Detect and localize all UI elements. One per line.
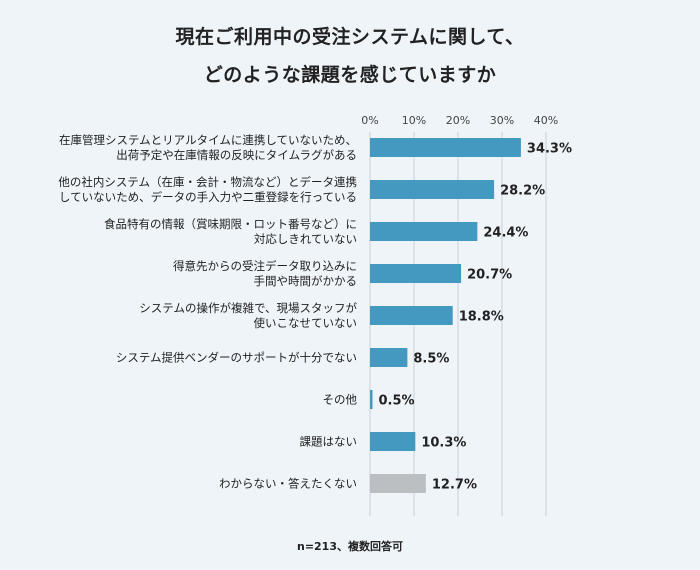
category-label: その他 bbox=[323, 393, 358, 407]
data-label: 8.5% bbox=[413, 352, 449, 367]
category-label: 他の社内システム（在庫・会計・物流など）とデータ連携 bbox=[58, 175, 357, 189]
bar bbox=[370, 474, 426, 493]
bar bbox=[370, 180, 495, 199]
footnote: n=213、複数回答可 bbox=[296, 540, 403, 553]
category-label: システム提供ベンダーのサポートが十分でない bbox=[116, 351, 357, 365]
data-label: 34.3% bbox=[527, 142, 572, 157]
data-label: 28.2% bbox=[500, 184, 545, 199]
bar bbox=[370, 138, 521, 157]
data-label: 20.7% bbox=[467, 268, 512, 283]
x-tick-label: 20% bbox=[446, 114, 470, 127]
category-label: 手間や時間がかかる bbox=[254, 274, 358, 288]
category-label: システムの操作が複雑で、現場スタッフが bbox=[139, 301, 357, 315]
x-tick-label: 30% bbox=[490, 114, 514, 127]
category-label: 在庫管理システムとリアルタイムに連携していないため、 bbox=[59, 133, 357, 147]
x-tick-label: 0% bbox=[361, 114, 378, 127]
data-label: 10.3% bbox=[421, 436, 466, 451]
data-label: 12.7% bbox=[432, 478, 477, 493]
category-label: 食品特有の情報（賞味期限・ロット番号など）に bbox=[104, 217, 357, 231]
data-label: 0.5% bbox=[379, 394, 415, 409]
bar bbox=[370, 306, 453, 325]
bar bbox=[370, 432, 416, 451]
category-label: していないため、データの手入力や二重登録を行っている bbox=[59, 190, 357, 204]
category-label: 出荷予定や在庫情報の反映にタイムラグがある bbox=[116, 148, 357, 162]
category-label: 使いこなせていない bbox=[254, 316, 358, 330]
bar bbox=[370, 348, 408, 367]
category-label: 対応しきれていない bbox=[254, 232, 357, 246]
x-tick-label: 40% bbox=[534, 114, 558, 127]
bar bbox=[370, 264, 462, 283]
category-label: わからない・答えたくない bbox=[219, 477, 357, 491]
bar bbox=[370, 222, 478, 241]
category-label: 得意先からの受注データ取り込みに bbox=[173, 259, 357, 273]
chart-title-line-2: どのような課題を感じていますか bbox=[203, 64, 497, 86]
data-label: 24.4% bbox=[483, 226, 528, 241]
chart-title-line-1: 現在ご利用中の受注システムに関して、 bbox=[175, 26, 525, 48]
category-label: 課題はない bbox=[300, 435, 358, 449]
x-tick-label: 10% bbox=[402, 114, 426, 127]
bar bbox=[370, 390, 373, 409]
data-label: 18.8% bbox=[459, 310, 504, 325]
